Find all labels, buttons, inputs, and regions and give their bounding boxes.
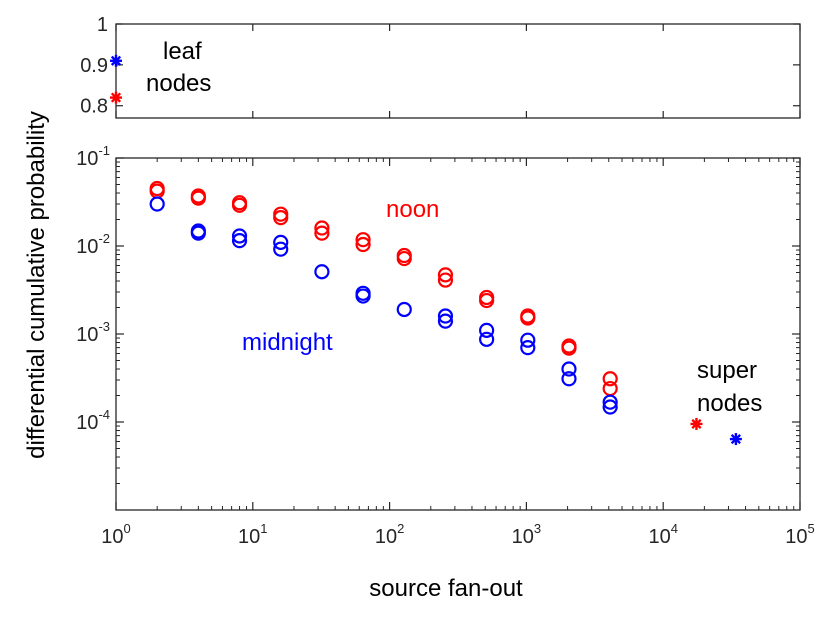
top-panel-axes: 0.8 0.9 1: [80, 14, 801, 118]
top-asterisk-point: [110, 91, 122, 104]
xtick-label: 105: [785, 521, 814, 548]
y-axis-label: differential cumulative probability: [23, 111, 50, 459]
top-ytick-label: 0.9: [80, 55, 108, 77]
noon-circle-point: [602, 380, 618, 397]
bottom-panel-axes: 100 101 102 103 104 105 10-4 10-3 10-2 10-1: [76, 143, 815, 548]
noon-circle-point: [437, 267, 454, 283]
noon-circle-point: [231, 197, 248, 213]
top-ytick-label: 0.8: [80, 96, 108, 118]
ytick-label: 10-3: [76, 319, 110, 346]
midnight-circle-point: [149, 196, 165, 212]
midnight-circle-point: [479, 322, 495, 338]
midnight-circle-point: [355, 288, 371, 304]
midnight-circle-point: [602, 399, 618, 415]
midnight-circle-point: [602, 394, 618, 410]
top-asterisk-point: [110, 54, 122, 67]
annotation-super-nodes: nodes: [697, 390, 762, 417]
annotation-leaf-nodes: nodes: [146, 70, 211, 97]
midnight-circle-point: [231, 228, 248, 244]
annotation-noon: noon: [386, 196, 439, 223]
midnight-circle-point: [520, 340, 536, 356]
top-panel-frame: [115, 23, 801, 119]
xtick-label: 102: [375, 521, 404, 548]
noon-circle-point: [520, 310, 536, 326]
midnight-circle-point: [396, 301, 412, 318]
ytick-label: 10-4: [76, 407, 110, 434]
noon-circle-point: [355, 232, 371, 248]
noon-circle-point: [355, 236, 371, 253]
midnight-circle-point: [231, 233, 248, 249]
xtick-label: 100: [101, 521, 130, 548]
ytick-label: 10-2: [76, 231, 110, 258]
midnight-circle-point: [479, 331, 495, 347]
super-node-asterisk-point: [690, 417, 703, 430]
annotation-super: super: [697, 357, 757, 384]
midnight-circle-point: [520, 332, 536, 348]
noon-circle-point: [561, 340, 577, 356]
noon-circle-point: [602, 371, 618, 387]
xtick-label: 103: [512, 521, 541, 548]
noon-circle-point: [479, 292, 495, 309]
midnight-circle-point: [561, 371, 577, 387]
bottom-panel-frame: [115, 157, 801, 511]
noon-circle-point: [396, 250, 412, 267]
noon-circle-point: [314, 220, 330, 236]
noon-circle-point: [314, 225, 330, 241]
annotation-midnight: midnight: [242, 329, 333, 356]
midnight-circle-point: [561, 361, 577, 377]
noon-circle-point: [273, 210, 289, 226]
xtick-label: 104: [648, 521, 677, 548]
midnight-circle-point: [273, 234, 289, 250]
bottom-panel-marks: [149, 180, 742, 446]
top-panel-marks: [110, 54, 122, 104]
super-node-asterisk-point: [729, 433, 742, 446]
noon-circle-point: [437, 272, 454, 288]
top-ytick-label: 1: [97, 14, 108, 36]
x-axis-label: source fan-out: [369, 575, 523, 602]
noon-circle-point: [190, 190, 206, 206]
ytick-label: 10-1: [76, 143, 110, 170]
annotation-leaf: leaf: [163, 38, 202, 65]
midnight-circle-point: [314, 264, 330, 280]
midnight-circle-point: [273, 241, 289, 257]
midnight-circle-point: [437, 308, 454, 324]
midnight-circle-point: [190, 225, 206, 241]
xtick-label: 101: [238, 521, 267, 548]
midnight-circle-point: [437, 313, 454, 329]
